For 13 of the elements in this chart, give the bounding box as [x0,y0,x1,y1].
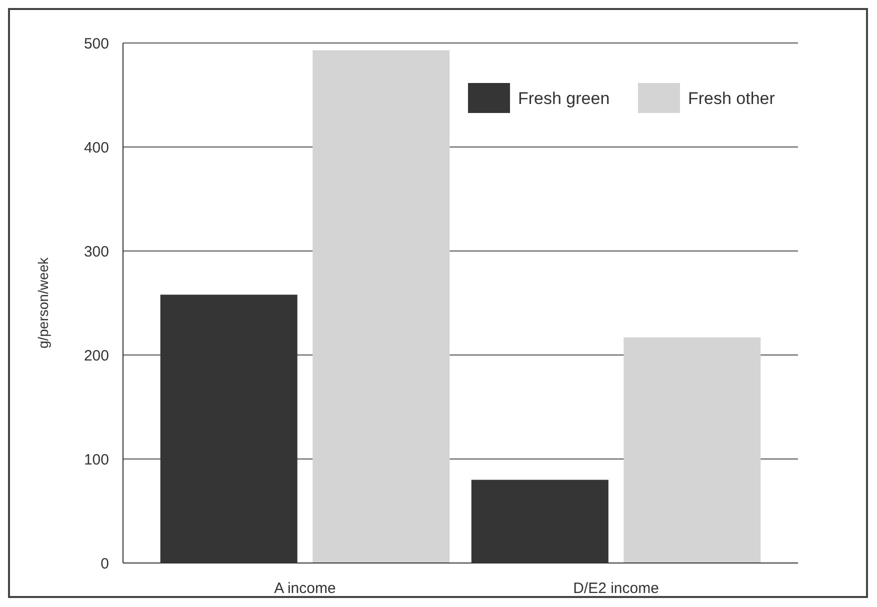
legend-label: Fresh other [688,88,776,108]
y-tick-label: 0 [100,555,109,572]
y-tick-label: 100 [84,451,109,468]
y-tick-label: 500 [84,35,109,52]
x-tick-label: A income [274,580,336,597]
y-tick-label: 200 [84,347,109,364]
bar [624,337,761,563]
x-tick-label: D/E2 income [573,580,659,597]
y-tick-label: 300 [84,243,109,260]
bar [312,50,450,563]
legend-label: Fresh green [518,88,610,108]
y-axis-title: g/person/week [35,256,51,349]
y-tick-label: 400 [84,139,109,156]
